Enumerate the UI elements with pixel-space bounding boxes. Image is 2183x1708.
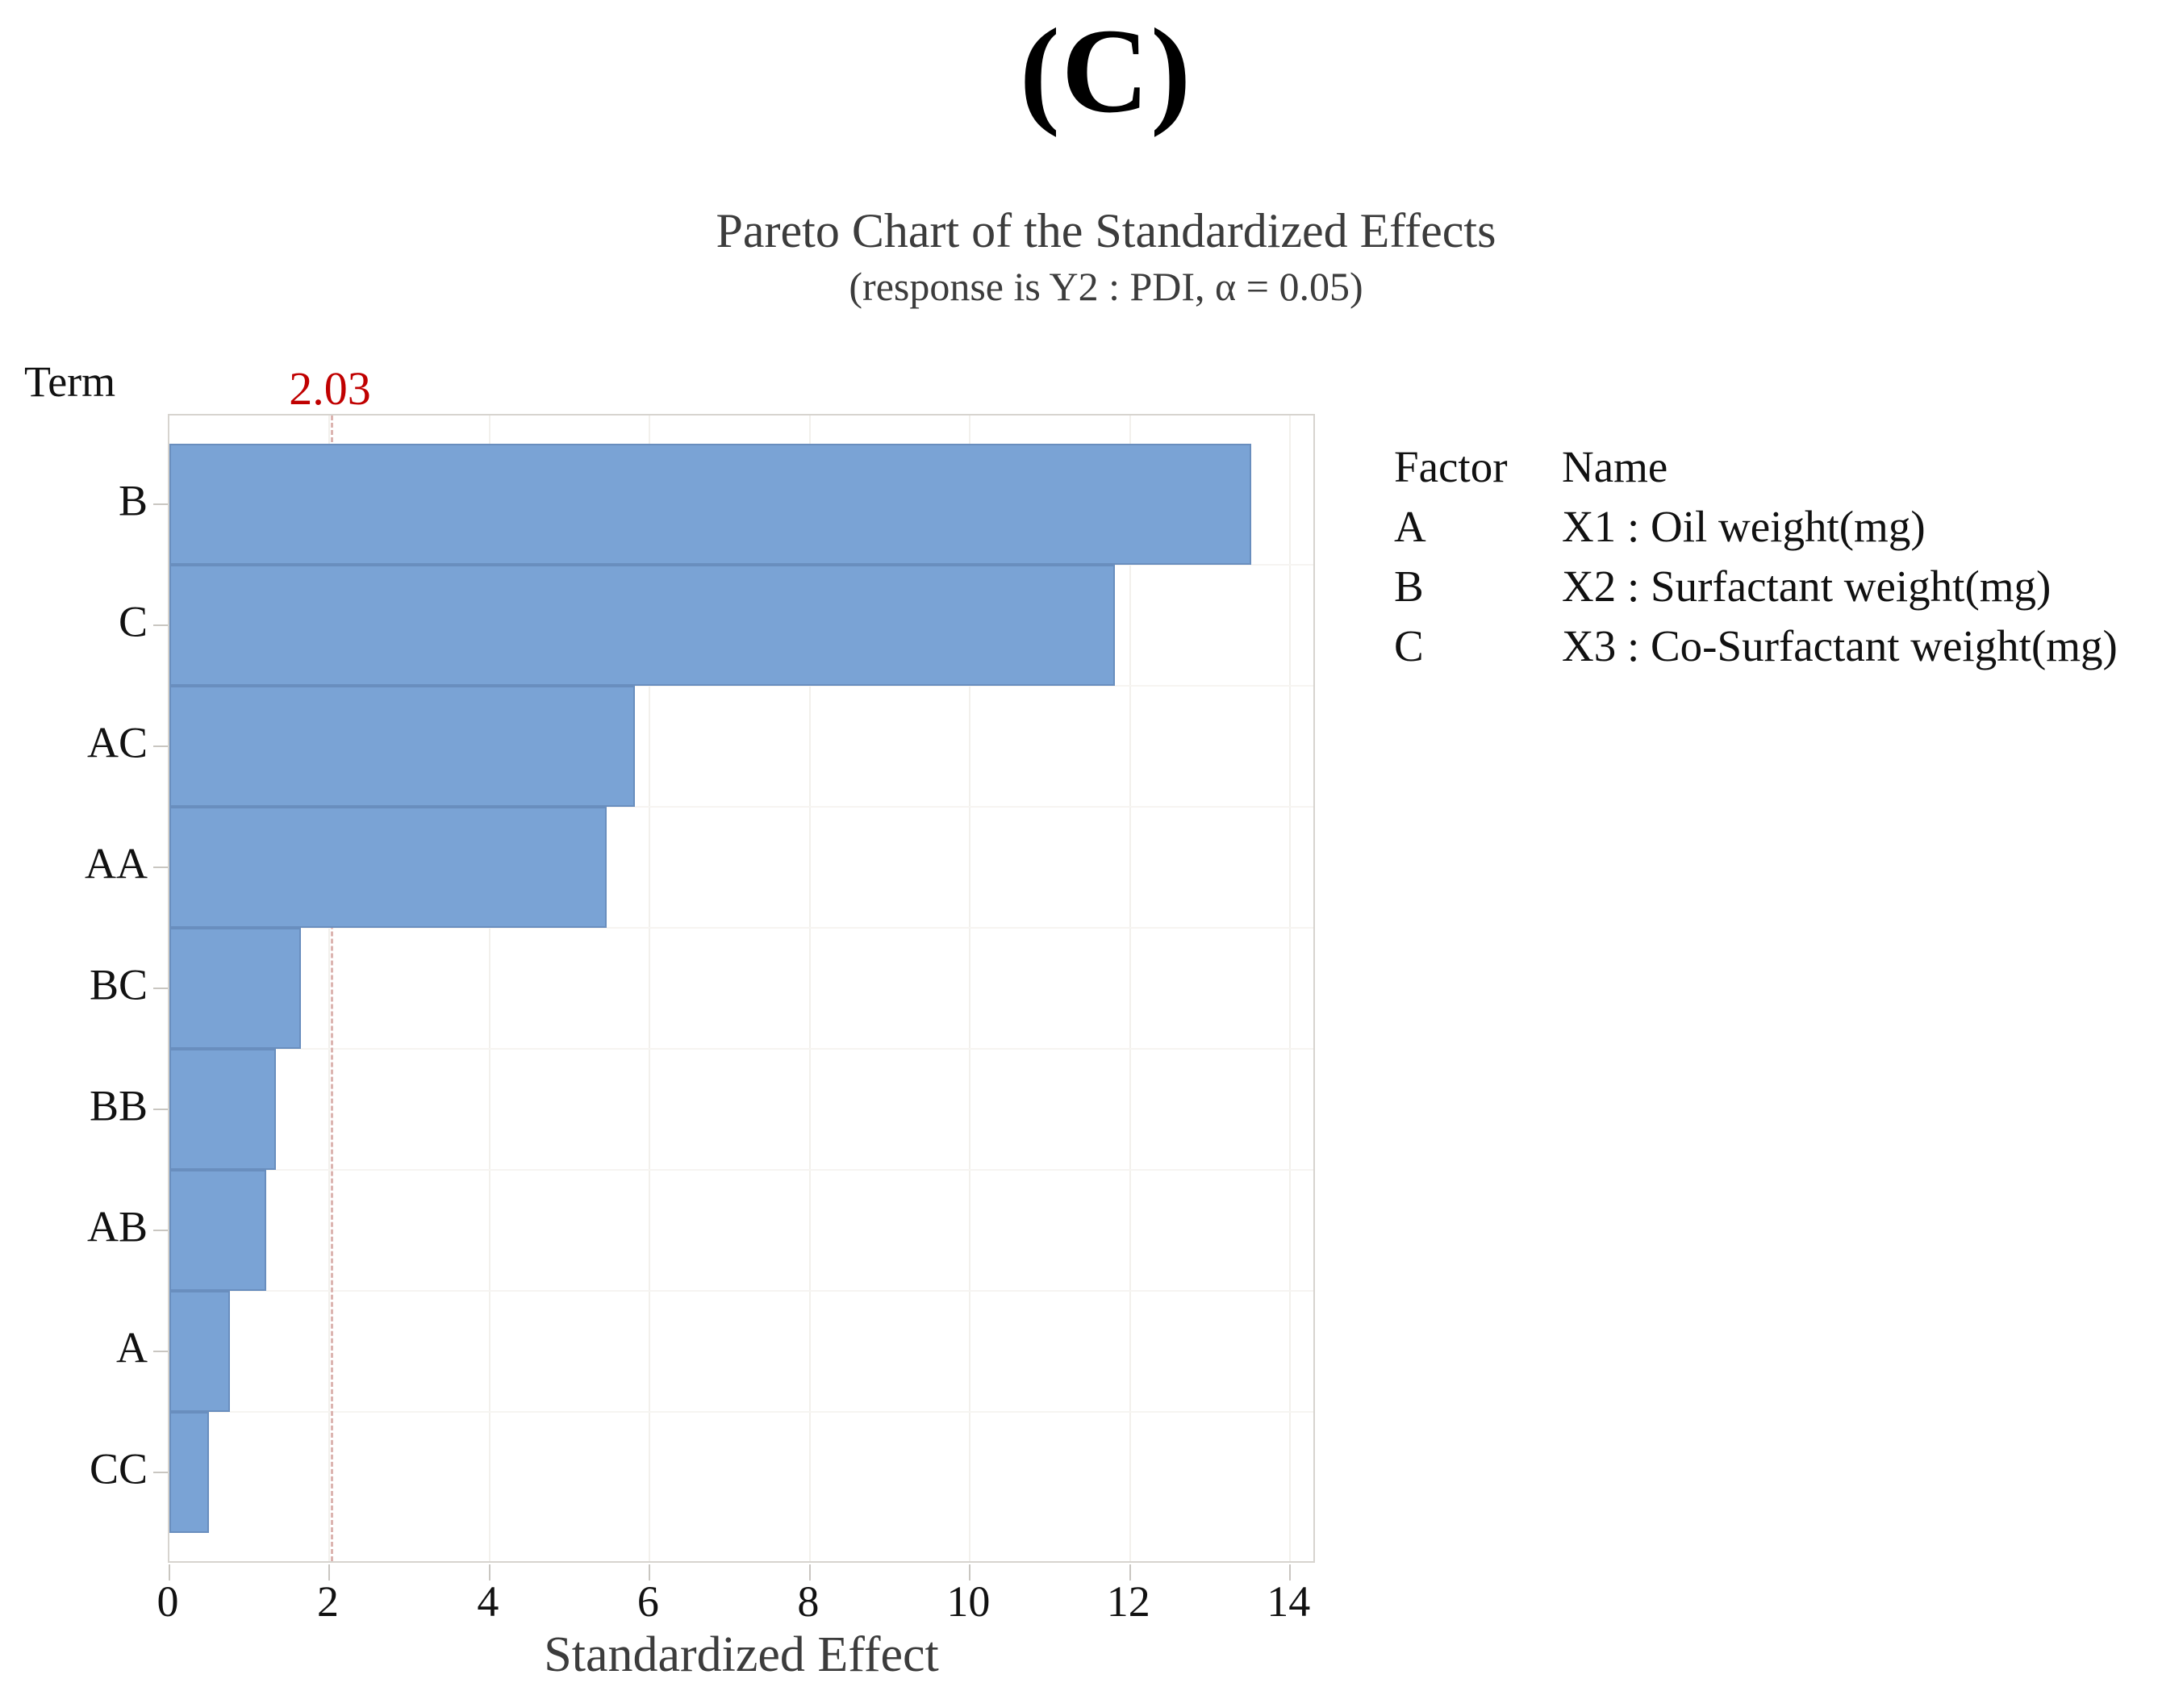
x-tick-label-2: 2: [316, 1577, 339, 1626]
category-label-AB: AB: [86, 1202, 148, 1251]
y-axis-tick: [153, 1472, 168, 1473]
bar-C: [169, 565, 1115, 686]
legend-factor-B: B: [1394, 562, 1424, 611]
reference-line: [331, 416, 334, 1561]
y-axis-title: Term: [24, 357, 116, 406]
y-axis-tick: [153, 988, 168, 989]
legend-name-header: Name: [1562, 442, 1668, 491]
category-label-AA: AA: [85, 839, 148, 888]
gridline-vertical: [808, 416, 811, 1561]
x-tick-label-8: 8: [797, 1577, 820, 1626]
legend-factor-C: C: [1394, 621, 1424, 670]
panel-label: (C): [1019, 4, 1193, 138]
gridline-vertical: [649, 416, 651, 1561]
gridline-horizontal: [169, 1169, 1313, 1171]
x-tick-label-14: 14: [1267, 1577, 1311, 1626]
x-axis-tick: [1289, 1564, 1292, 1581]
y-axis-tick: [153, 1109, 168, 1110]
chart-title: Pareto Chart of the Standardized Effects: [716, 204, 1496, 257]
x-tick-label-6: 6: [637, 1577, 659, 1626]
x-axis-tick: [1129, 1564, 1131, 1581]
category-label-AC: AC: [86, 718, 148, 767]
chart-subtitle: (response is Y2 : PDI, α = 0.05): [849, 264, 1363, 309]
category-label-CC: CC: [89, 1444, 148, 1493]
category-label-A: A: [116, 1323, 148, 1372]
x-axis-tick: [488, 1564, 490, 1581]
legend-factor-header: Factor: [1394, 442, 1508, 491]
bar-B: [169, 444, 1251, 565]
gridline-horizontal: [169, 1411, 1313, 1413]
bar-CC: [169, 1412, 209, 1533]
legend-row-C: C X3 : Co-Surfactant weight(mg): [1394, 616, 2118, 676]
x-tick-label-10: 10: [946, 1577, 991, 1626]
legend: Factor Name A X1 : Oil weight(mg) B X2 : Su…: [1394, 437, 2118, 676]
bar-AA: [169, 807, 607, 928]
reference-value-label: 2.03: [289, 362, 371, 415]
y-axis-tick: [153, 867, 168, 868]
legend-name-B: X2 : Surfactant weight(mg): [1562, 562, 2052, 611]
category-label-C: C: [118, 597, 148, 646]
gridline-vertical: [1129, 416, 1131, 1561]
x-axis-tick: [649, 1564, 651, 1581]
bar-BC: [169, 928, 301, 1049]
bar-A: [169, 1291, 231, 1412]
x-axis-tick: [808, 1564, 811, 1581]
gridline-horizontal: [169, 1048, 1313, 1050]
legend-name-C: X3 : Co-Surfactant weight(mg): [1562, 621, 2118, 670]
gridline-horizontal: [169, 1290, 1313, 1292]
y-axis-tick: [153, 503, 168, 505]
gridline-vertical: [969, 416, 971, 1561]
bar-BB: [169, 1049, 276, 1170]
legend-factor-A: A: [1394, 502, 1426, 551]
y-axis-tick: [153, 624, 168, 626]
gridline-horizontal: [169, 927, 1313, 929]
legend-header-row: Factor Name: [1394, 437, 2118, 497]
bar-AB: [169, 1170, 267, 1291]
gridline-horizontal: [169, 685, 1313, 687]
x-tick-label-4: 4: [477, 1577, 499, 1626]
legend-row-A: A X1 : Oil weight(mg): [1394, 497, 2118, 557]
y-axis-tick: [153, 1351, 168, 1352]
category-label-BC: BC: [89, 960, 148, 1009]
gridline-vertical: [488, 416, 490, 1561]
legend-row-B: B X2 : Surfactant weight(mg): [1394, 557, 2118, 616]
x-tick-label-0: 0: [157, 1577, 179, 1626]
gridline-horizontal: [169, 806, 1313, 808]
x-axis-tick: [969, 1564, 971, 1581]
legend-name-A: X1 : Oil weight(mg): [1562, 502, 1926, 551]
x-tick-label-12: 12: [1106, 1577, 1150, 1626]
x-axis-tick: [328, 1564, 331, 1581]
x-axis-tick: [169, 1564, 170, 1581]
gridline-vertical: [328, 416, 331, 1561]
plot-area: [153, 414, 1315, 1581]
gridline-vertical: [1289, 416, 1292, 1561]
y-axis-tick: [153, 1230, 168, 1231]
y-axis-tick: [153, 745, 168, 747]
x-axis-title: Standardized Effect: [544, 1627, 939, 1682]
category-label-BB: BB: [89, 1081, 148, 1130]
category-label-B: B: [118, 476, 148, 525]
bar-AC: [169, 686, 635, 807]
